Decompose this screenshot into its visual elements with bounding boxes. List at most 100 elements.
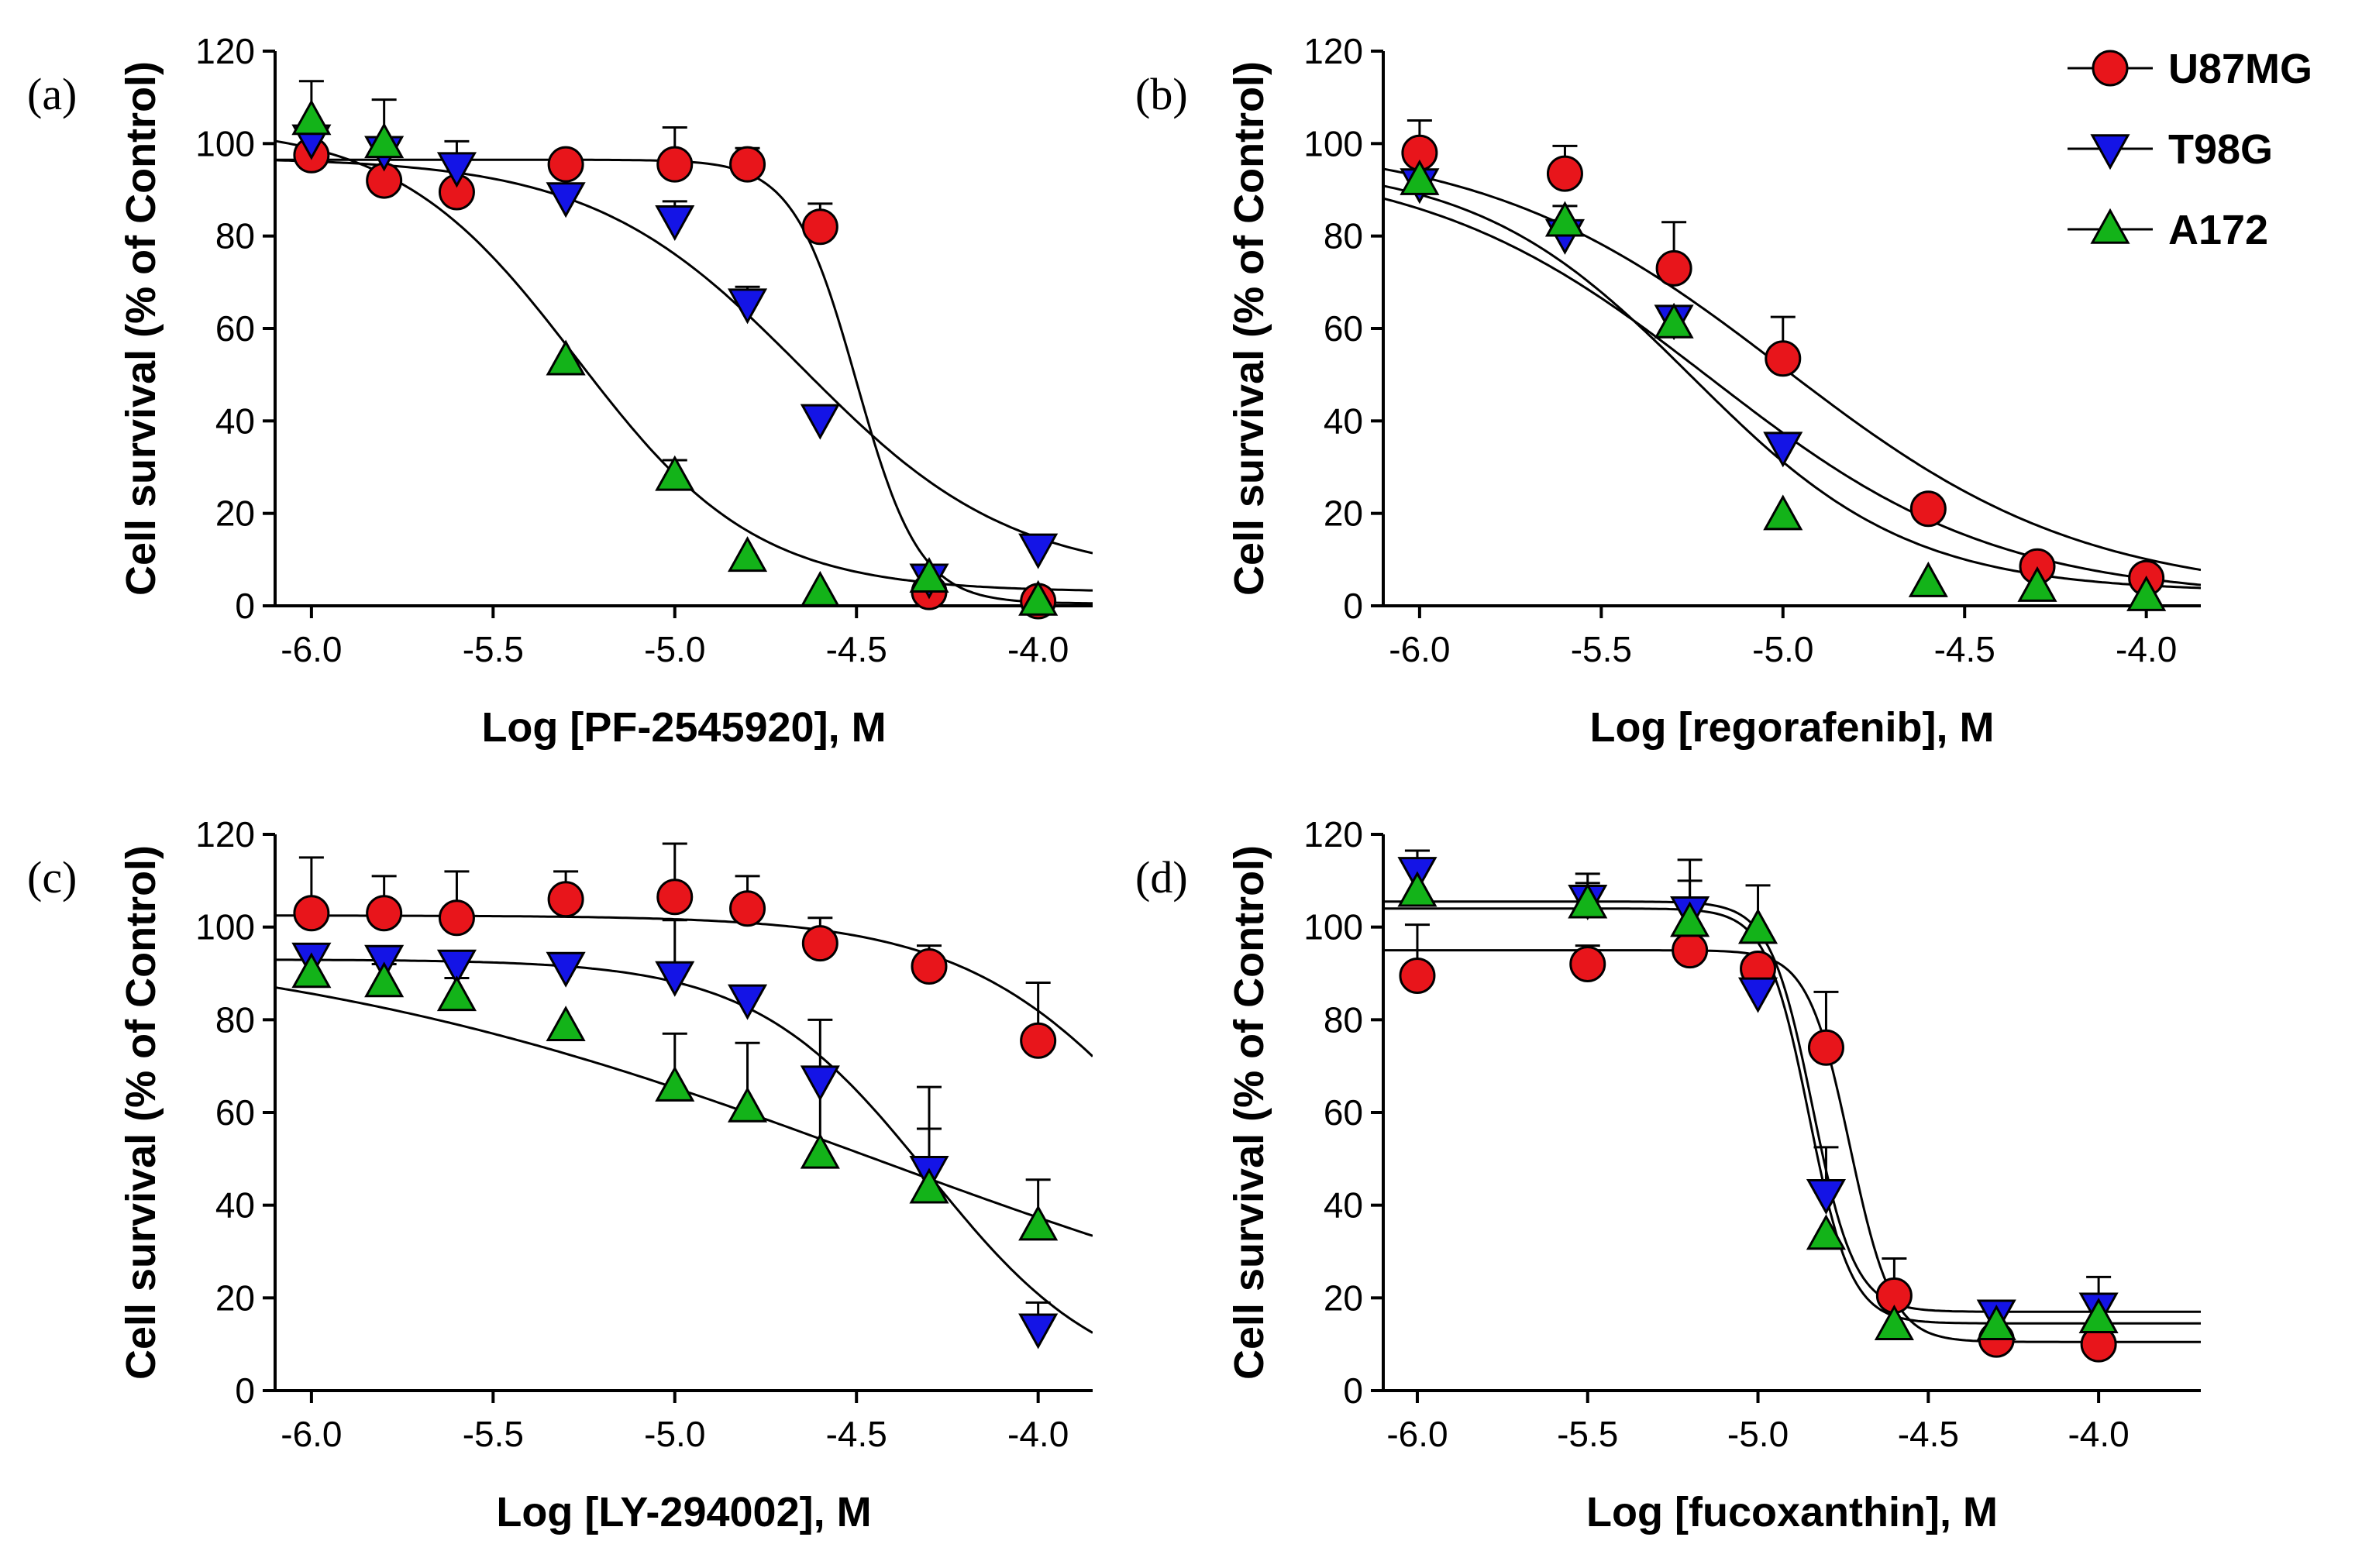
fit-curve-u87mg <box>1383 167 2201 572</box>
data-point-t98g--5 <box>655 961 695 997</box>
data-point-a172--6 <box>291 99 332 136</box>
panel-label: (a) <box>27 69 77 119</box>
data-point-a172--5 <box>655 455 695 491</box>
y-tick-label: 120 <box>195 31 255 71</box>
x-tick-label: -5.5 <box>1571 629 1632 669</box>
y-tick-label: 40 <box>215 1185 255 1226</box>
y-axis-title: Cell survival (% of Control) <box>118 845 164 1380</box>
chart-panel-b: 0 20 40 60 80 100 120 -6.0 -5.5 -5.0 -4.5 -4.0 Log [… <box>1135 31 2201 751</box>
legend-item-t98g: T98G <box>2068 126 2273 173</box>
x-tick-label: -5.5 <box>463 1414 524 1454</box>
x-tick-label: -4.0 <box>2116 629 2177 669</box>
data-point-t98g--4-6 <box>800 404 840 440</box>
data-point-t98g--5 <box>1737 977 1778 1013</box>
fit-curve-u87mg <box>1383 949 2201 1343</box>
y-tick-label: 80 <box>215 999 255 1040</box>
data-point-u87mg--4-8 <box>729 146 766 183</box>
fit-curve-u87mg <box>275 914 1093 1057</box>
data-point-u87mg--4-6 <box>801 925 838 962</box>
data-point-t98g--4-8 <box>728 288 768 325</box>
x-axis-title: Log [fucoxanthin], M <box>1586 1489 1998 1535</box>
x-axis-title: Log [LY-294002], M <box>496 1489 871 1535</box>
data-point-a172--5-3 <box>546 1006 586 1042</box>
data-point-a172--4-8 <box>728 1086 768 1123</box>
data-point-u87mg--4-3 <box>911 948 948 985</box>
x-tick-label: -6.0 <box>1389 629 1450 669</box>
y-tick-label: 100 <box>195 907 255 947</box>
x-tick-label: -4.0 <box>1007 629 1069 669</box>
data-point-a172--4-3 <box>909 1167 949 1204</box>
data-point-a172--4 <box>2126 575 2167 611</box>
y-tick-label: 0 <box>235 1370 255 1411</box>
y-tick-label: 20 <box>1324 1277 1363 1318</box>
data-point-t98g--4 <box>1018 533 1059 569</box>
fit-curve-a172 <box>1383 184 2201 590</box>
data-point-a172--5-2 <box>1670 901 1710 937</box>
panel-label: (d) <box>1135 852 1188 903</box>
x-tick-label: -4.5 <box>826 1414 887 1454</box>
data-point-u87mg--4-6 <box>801 208 838 246</box>
data-point-a172--4 <box>1018 579 1059 616</box>
data-point-u87mg--6 <box>1399 957 1436 994</box>
data-point-a172--5-6 <box>436 975 477 1012</box>
y-tick-label: 40 <box>1324 1185 1363 1226</box>
y-tick-label: 120 <box>1303 814 1363 854</box>
x-tick-label: -4.5 <box>1934 629 1995 669</box>
data-point-u87mg--5-3 <box>547 146 584 183</box>
y-tick-label: 20 <box>215 493 255 534</box>
x-tick-label: -5.5 <box>463 629 524 669</box>
data-point-t98g--5 <box>655 205 695 242</box>
x-tick-label: -6.0 <box>281 1414 342 1454</box>
fit-curve-t98g <box>1383 900 2201 1313</box>
y-axis-title: Cell survival (% of Control) <box>118 61 164 596</box>
data-point-a172--4 <box>1018 1205 1059 1241</box>
data-point-u87mg--5-5 <box>1569 946 1606 983</box>
data-point-u87mg--4-6 <box>1909 490 1947 528</box>
y-tick-label: 60 <box>215 308 255 349</box>
x-tick-label: -4.5 <box>1898 1414 1959 1454</box>
data-point-a172--5 <box>1737 908 1778 944</box>
x-tick-label: -5.5 <box>1557 1414 1618 1454</box>
chart-panel-a: 0 20 40 60 80 100 120 -6.0 -5.5 -5.0 -4.5 -4.0 Log [… <box>27 31 1093 751</box>
data-point-t98g--5-3 <box>546 951 586 988</box>
data-point-a172--5 <box>655 1065 695 1102</box>
data-point-a172--4-6 <box>800 570 840 607</box>
fit-curve-t98g <box>275 159 1093 555</box>
data-point-t98g--4-6 <box>800 1065 840 1102</box>
panel-label: (c) <box>27 852 77 903</box>
data-point-u87mg--5 <box>1765 340 1802 377</box>
data-point-u87mg--4-8 <box>729 890 766 927</box>
data-point-a172--5-8 <box>364 961 405 998</box>
data-point-a172--4-3 <box>2017 566 2057 602</box>
y-tick-label: 80 <box>215 216 255 256</box>
data-point-a172--5-3 <box>1654 302 1694 339</box>
data-point-t98g--5-3 <box>546 182 586 218</box>
y-tick-label: 0 <box>1343 1370 1363 1411</box>
y-tick-label: 120 <box>1303 31 1363 71</box>
data-point-u87mg--4-8 <box>1807 1029 1844 1066</box>
data-point-u87mg--5-6 <box>1546 155 1583 192</box>
y-axis-title: Cell survival (% of Control) <box>1226 61 1272 596</box>
y-axis-title: Cell survival (% of Control) <box>1226 845 1272 1380</box>
y-tick-label: 80 <box>1324 216 1363 256</box>
y-tick-label: 60 <box>1324 1092 1363 1133</box>
data-point-u87mg--5 <box>656 146 694 183</box>
fit-curve-t98g <box>275 958 1093 1334</box>
y-tick-label: 100 <box>195 123 255 163</box>
y-tick-label: 40 <box>1324 401 1363 441</box>
y-tick-label: 80 <box>1324 999 1363 1040</box>
x-axis-title: Log [PF-2545920], M <box>481 704 886 751</box>
data-point-a172--4-3 <box>1976 1304 2016 1340</box>
data-point-a172--5-3 <box>546 339 586 376</box>
data-point-t98g--5 <box>1763 432 1803 468</box>
x-axis-title: Log [regorafenib], M <box>1590 704 1995 751</box>
data-point-t98g--4-8 <box>1806 1178 1847 1215</box>
legend-item-a172: A172 <box>2068 207 2268 253</box>
y-tick-label: 60 <box>1324 308 1363 349</box>
chart-panel-d: 0 20 40 60 80 100 120 -6.0 -5.5 -5.0 -4.5 -4.0 Log [… <box>1135 814 2201 1535</box>
data-point-u87mg--6 <box>293 895 330 932</box>
data-point-a172--4-3 <box>909 556 949 593</box>
y-tick-label: 40 <box>215 401 255 441</box>
data-point-a172--4-6 <box>1908 561 1948 597</box>
data-point-a172--6 <box>1397 871 1438 907</box>
